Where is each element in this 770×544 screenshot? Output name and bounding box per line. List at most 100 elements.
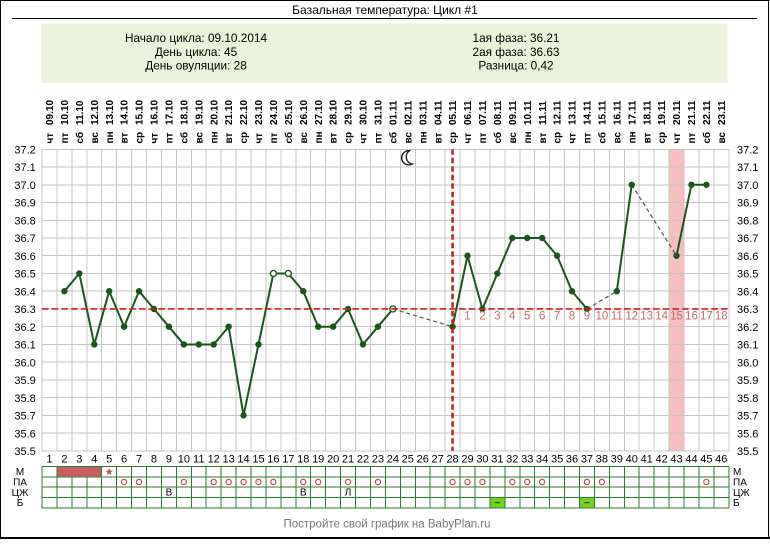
svg-text:День цикла: 45: День цикла: 45	[155, 45, 238, 59]
svg-text:сб: сб	[178, 132, 190, 144]
svg-text:36.9: 36.9	[737, 198, 758, 210]
svg-text:пт: пт	[583, 132, 594, 143]
svg-text:37: 37	[581, 454, 593, 466]
svg-text:6: 6	[539, 311, 545, 323]
svg-text:36.0: 36.0	[14, 357, 35, 369]
svg-text:Б: Б	[733, 498, 740, 509]
svg-text:35.6: 35.6	[737, 428, 758, 440]
svg-text:12: 12	[625, 311, 638, 323]
svg-text:35: 35	[551, 454, 563, 466]
svg-text:23.11: 23.11	[717, 100, 728, 125]
svg-text:38: 38	[596, 454, 608, 466]
svg-text:28: 28	[446, 454, 458, 466]
svg-text:37.2: 37.2	[737, 145, 758, 157]
svg-text:ср: ср	[553, 132, 564, 144]
svg-text:пт: пт	[165, 132, 176, 143]
svg-text:33: 33	[521, 454, 533, 466]
svg-text:пт: пт	[60, 132, 71, 143]
svg-text:Базальная температура: Цикл #1: Базальная температура: Цикл #1	[292, 3, 478, 17]
svg-text:12.10: 12.10	[90, 100, 101, 125]
svg-text:36.4: 36.4	[14, 286, 35, 298]
svg-text:чт: чт	[359, 133, 370, 144]
svg-text:35.8: 35.8	[737, 393, 758, 405]
svg-text:16.10: 16.10	[150, 100, 161, 125]
svg-text:21.11: 21.11	[687, 100, 698, 125]
svg-text:2: 2	[479, 311, 485, 323]
svg-text:25: 25	[402, 454, 414, 466]
svg-text:15: 15	[670, 311, 683, 323]
svg-text:16.11: 16.11	[612, 100, 623, 125]
svg-text:10.10: 10.10	[60, 100, 71, 125]
svg-text:21.10: 21.10	[224, 100, 235, 125]
svg-text:сб: сб	[492, 132, 504, 144]
svg-text:вс: вс	[403, 132, 414, 144]
svg-text:18.11: 18.11	[642, 100, 653, 125]
svg-text:4: 4	[509, 311, 516, 323]
svg-text:17.11: 17.11	[627, 100, 638, 125]
svg-text:сб: сб	[74, 132, 86, 144]
svg-text:27.10: 27.10	[314, 100, 325, 125]
svg-text:3: 3	[76, 454, 82, 466]
svg-text:13: 13	[640, 311, 653, 323]
svg-text:14.11: 14.11	[583, 100, 594, 125]
svg-text:18: 18	[297, 454, 309, 466]
svg-text:22.10: 22.10	[239, 100, 250, 125]
svg-text:15: 15	[252, 454, 264, 466]
svg-text:46: 46	[715, 454, 727, 466]
svg-text:20: 20	[327, 454, 339, 466]
svg-text:36.6: 36.6	[14, 251, 35, 263]
svg-text:пт: пт	[374, 132, 385, 143]
svg-text:37.2: 37.2	[14, 145, 35, 157]
svg-text:05.11: 05.11	[448, 100, 459, 125]
svg-text:19.10: 19.10	[194, 100, 205, 125]
svg-text:4: 4	[91, 454, 97, 466]
svg-text:36.2: 36.2	[14, 322, 35, 334]
svg-text:20.11: 20.11	[672, 100, 683, 125]
svg-text:ЦЖ: ЦЖ	[733, 488, 750, 499]
svg-text:чт: чт	[672, 133, 683, 144]
svg-text:31.10: 31.10	[374, 100, 385, 125]
svg-text:3: 3	[494, 311, 500, 323]
svg-text:08.11: 08.11	[493, 100, 504, 125]
svg-text:пн: пн	[627, 131, 638, 143]
svg-text:В: В	[300, 488, 307, 499]
svg-text:5: 5	[524, 311, 530, 323]
svg-text:17: 17	[700, 311, 713, 323]
svg-text:43: 43	[670, 454, 682, 466]
svg-text:02.11: 02.11	[403, 100, 414, 125]
svg-text:вс: вс	[90, 132, 101, 144]
svg-text:ПА: ПА	[733, 477, 747, 488]
svg-text:29: 29	[461, 454, 473, 466]
svg-text:40: 40	[626, 454, 638, 466]
svg-text:вс: вс	[612, 132, 623, 144]
svg-text:36.1: 36.1	[14, 340, 35, 352]
svg-text:32: 32	[506, 454, 518, 466]
svg-text:пт: пт	[478, 132, 489, 143]
svg-text:30: 30	[476, 454, 488, 466]
svg-text:35.7: 35.7	[737, 411, 758, 423]
svg-text:пт: пт	[687, 132, 698, 143]
svg-text:37.1: 37.1	[14, 162, 35, 174]
svg-text:сб: сб	[701, 132, 713, 144]
svg-text:36.5: 36.5	[14, 269, 35, 281]
svg-text:36.1: 36.1	[737, 340, 758, 352]
svg-text:14: 14	[655, 311, 668, 323]
svg-text:36.9: 36.9	[14, 198, 35, 210]
svg-text:03.11: 03.11	[418, 100, 429, 125]
svg-text:25.10: 25.10	[284, 100, 295, 125]
svg-text:30.10: 30.10	[359, 100, 370, 125]
svg-text:ср: ср	[657, 132, 668, 144]
svg-text:27: 27	[432, 454, 444, 466]
svg-text:Разница: 0,42: Разница: 0,42	[478, 59, 553, 73]
svg-text:24: 24	[387, 454, 399, 466]
svg-text:9: 9	[166, 454, 172, 466]
svg-text:44: 44	[685, 454, 697, 466]
svg-text:10.11: 10.11	[523, 100, 534, 125]
svg-text:1: 1	[46, 454, 52, 466]
svg-text:12: 12	[208, 454, 220, 466]
svg-text:Л: Л	[345, 488, 352, 499]
svg-text:42: 42	[655, 454, 667, 466]
svg-text:15.11: 15.11	[597, 100, 608, 125]
svg-text:11.10: 11.10	[75, 100, 86, 125]
svg-text:35.8: 35.8	[14, 393, 35, 405]
